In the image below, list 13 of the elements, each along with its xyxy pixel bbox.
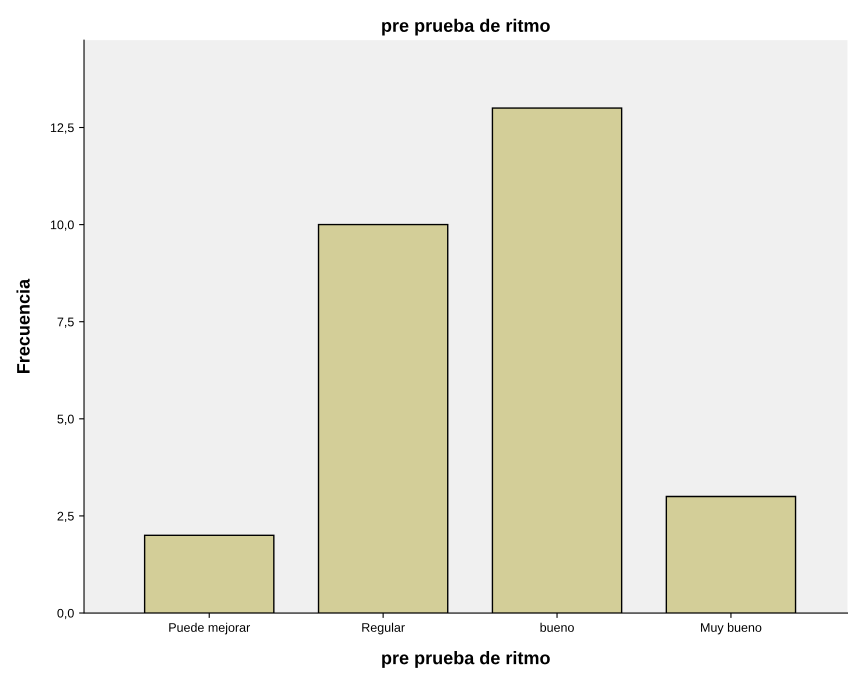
y-tick-label: 10,0 <box>50 220 74 231</box>
y-axis-title: Frecuencia <box>16 278 30 374</box>
x-tick-label: bueno <box>540 622 574 632</box>
y-tick-label: 5,0 <box>57 414 74 425</box>
y-tick-label: 12,5 <box>50 123 74 134</box>
x-tick-label: Puede mejorar <box>169 622 250 634</box>
x-axis-title: pre prueba de ritmo <box>382 651 550 668</box>
x-tick-label: Muy bueno <box>701 622 762 634</box>
y-tick-label: 0,0 <box>57 608 74 620</box>
y-tick-label: 7,5 <box>58 318 74 328</box>
x-tick-label: Regular <box>362 622 405 634</box>
y-tick-label: 2,5 <box>58 512 74 522</box>
chart-title: pre prueba de ritmo <box>382 18 550 36</box>
